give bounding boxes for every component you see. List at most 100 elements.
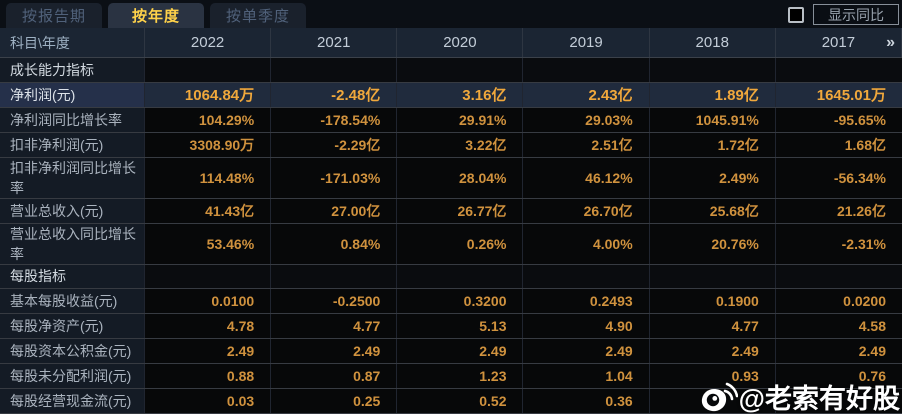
value-cell (523, 58, 650, 82)
value-cell (397, 58, 524, 82)
value-cell (649, 389, 776, 413)
value-cell: -0.2500 (271, 289, 398, 314)
value-cell: 26.70亿 (523, 198, 650, 223)
table-row: 净利润(元) 1064.84万 -2.48亿 3.16亿 2.43亿 1.89亿 1645.… (0, 82, 902, 108)
row-label: 成长能力指标 (0, 58, 145, 82)
table-row: 每股资本公积金(元) 2.49 2.49 2.49 2.49 2.49 2.49 (0, 339, 902, 365)
value-cell: 0.1900 (649, 289, 776, 314)
table-header-row: 科目\年度 2022 2021 2020 2019 2018 2017» (0, 28, 902, 58)
value-cell: 1645.01万 (775, 82, 902, 107)
row-label: 每股资本公积金(元) (0, 339, 145, 364)
value-cell: 0.0200 (775, 289, 902, 314)
row-label: 基本每股收益(元) (0, 289, 145, 314)
value-cell: 0.76 (775, 364, 902, 389)
value-cell: 0.88 (145, 364, 272, 389)
value-cell (775, 58, 902, 82)
value-cell: 21.26亿 (775, 198, 902, 223)
value-cell: 1045.91% (649, 107, 776, 132)
year-header-2019: 2019 (523, 28, 650, 57)
value-cell: 1064.84万 (145, 82, 272, 107)
table-row: 每股经营现金流(元) 0.03 0.25 0.52 0.36 (0, 389, 902, 414)
value-cell: 114.48% (145, 157, 272, 198)
value-cell: -2.29亿 (271, 132, 398, 157)
value-cell: 2.43亿 (523, 82, 650, 107)
value-cell: 2.49 (397, 339, 524, 364)
year-header-2022: 2022 (145, 28, 272, 57)
value-cell: 4.77 (649, 314, 776, 339)
value-cell: 20.76% (649, 223, 776, 264)
value-cell (775, 264, 902, 289)
value-cell: -2.31% (775, 223, 902, 264)
show-yoy-checkbox[interactable] (788, 6, 804, 23)
row-label: 营业总收入同比增长率 (0, 223, 145, 264)
row-label: 净利润(元) (0, 82, 145, 107)
table-row: 净利润同比增长率 104.29% -178.54% 29.91% 29.03% 1045.… (0, 107, 902, 133)
section-row: 每股指标 (0, 264, 902, 290)
yoy-controls: 显示同比 (788, 4, 899, 25)
value-cell: 3.22亿 (397, 132, 524, 157)
value-cell: 41.43亿 (145, 198, 272, 223)
value-cell: 1.04 (523, 364, 650, 389)
table-row: 扣非净利润(元) 3308.90万 -2.29亿 3.22亿 2.51亿 1.72亿 1.6… (0, 132, 902, 158)
value-cell (649, 58, 776, 82)
value-cell: 5.13 (397, 314, 524, 339)
value-cell (649, 264, 776, 289)
row-label: 净利润同比增长率 (0, 107, 145, 132)
section-row: 成长能力指标 (0, 58, 902, 83)
row-label: 每股指标 (0, 264, 145, 289)
value-cell: 25.68亿 (649, 198, 776, 223)
value-cell: 0.3200 (397, 289, 524, 314)
value-cell: 46.12% (523, 157, 650, 198)
table-row: 每股净资产(元) 4.78 4.77 5.13 4.90 4.77 4.58 (0, 314, 902, 340)
row-label: 每股净资产(元) (0, 314, 145, 339)
value-cell (397, 264, 524, 289)
value-cell: 0.93 (649, 364, 776, 389)
value-cell: 4.90 (523, 314, 650, 339)
value-cell: -2.48亿 (271, 82, 398, 107)
more-years-chevron-icon[interactable]: » (886, 34, 895, 51)
value-cell: 1.72亿 (649, 132, 776, 157)
value-cell: 2.49 (523, 339, 650, 364)
tab-period-0[interactable]: 按报告期 (6, 3, 102, 28)
value-cell: 4.77 (271, 314, 398, 339)
value-cell: 4.58 (775, 314, 902, 339)
period-tabbar: 按报告期 按年度 按单季度 显示同比 (0, 0, 902, 28)
tab-period-2[interactable]: 按单季度 (210, 3, 306, 28)
tab-period-1[interactable]: 按年度 (108, 3, 204, 28)
value-cell: 29.91% (397, 107, 524, 132)
value-cell: 4.78 (145, 314, 272, 339)
value-cell: 1.89亿 (649, 82, 776, 107)
value-cell: -95.65% (775, 107, 902, 132)
year-header-2017: 2017 (776, 28, 902, 57)
value-cell: 26.77亿 (397, 198, 524, 223)
value-cell: 27.00亿 (271, 198, 398, 223)
value-cell: 4.00% (523, 223, 650, 264)
value-cell: 0.0100 (145, 289, 272, 314)
value-cell: 104.29% (145, 107, 272, 132)
table-row: 基本每股收益(元) 0.0100 -0.2500 0.3200 0.2493 0.1900… (0, 289, 902, 315)
value-cell: 0.84% (271, 223, 398, 264)
table-body: 成长能力指标 净利润(元) 1064.84万 -2.48亿 3.16亿 2.43亿 1.89… (0, 58, 902, 414)
value-cell: 0.26% (397, 223, 524, 264)
corner-header-cell: 科目\年度 (0, 28, 145, 57)
year-header-2020: 2020 (397, 28, 524, 57)
value-cell (523, 264, 650, 289)
row-label: 扣非净利润(元) (0, 132, 145, 157)
value-cell: -171.03% (271, 157, 398, 198)
value-cell: 29.03% (523, 107, 650, 132)
row-label: 营业总收入(元) (0, 198, 145, 223)
value-cell: 3308.90万 (145, 132, 272, 157)
value-cell: 3.16亿 (397, 82, 524, 107)
value-cell: -56.34% (775, 157, 902, 198)
value-cell (775, 389, 902, 413)
value-cell: 0.36 (523, 389, 650, 413)
value-cell (145, 58, 272, 82)
value-cell: 2.49 (649, 339, 776, 364)
year-header-2021: 2021 (271, 28, 398, 57)
value-cell: 2.51亿 (523, 132, 650, 157)
value-cell (271, 264, 398, 289)
value-cell: 1.68亿 (775, 132, 902, 157)
show-yoy-button[interactable]: 显示同比 (813, 4, 899, 25)
value-cell: 28.04% (397, 157, 524, 198)
